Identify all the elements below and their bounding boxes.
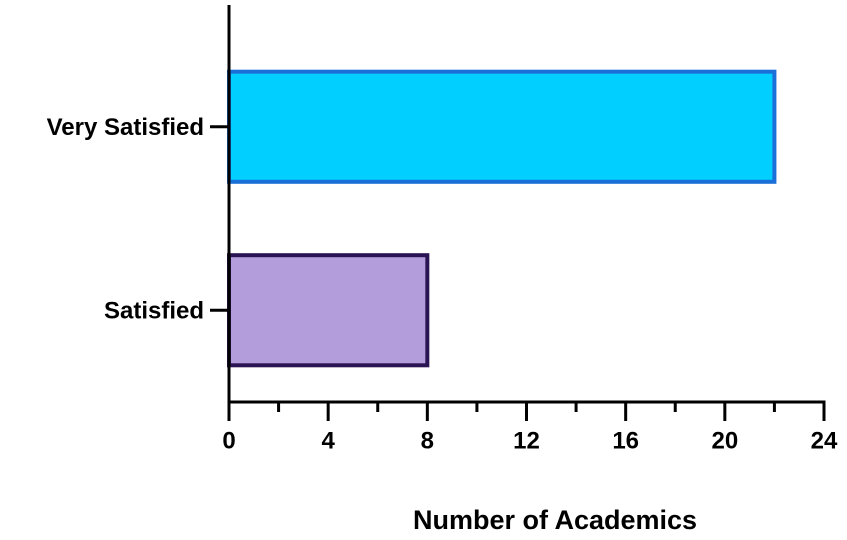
x-tick-label: 12 <box>513 427 540 454</box>
x-axis-title: Number of Academics <box>413 505 697 535</box>
x-tick-label: 0 <box>222 427 235 454</box>
bar <box>227 253 430 368</box>
x-tick-label: 8 <box>421 427 434 454</box>
x-tick-label: 24 <box>811 427 838 454</box>
y-tick-label: Very Satisfied <box>47 114 204 141</box>
x-tick-label: 16 <box>612 427 639 454</box>
x-tick-label: 20 <box>711 427 738 454</box>
x-tick-label: 4 <box>321 427 335 454</box>
y-tick-label: Satisfied <box>104 298 204 325</box>
bar <box>227 69 777 184</box>
